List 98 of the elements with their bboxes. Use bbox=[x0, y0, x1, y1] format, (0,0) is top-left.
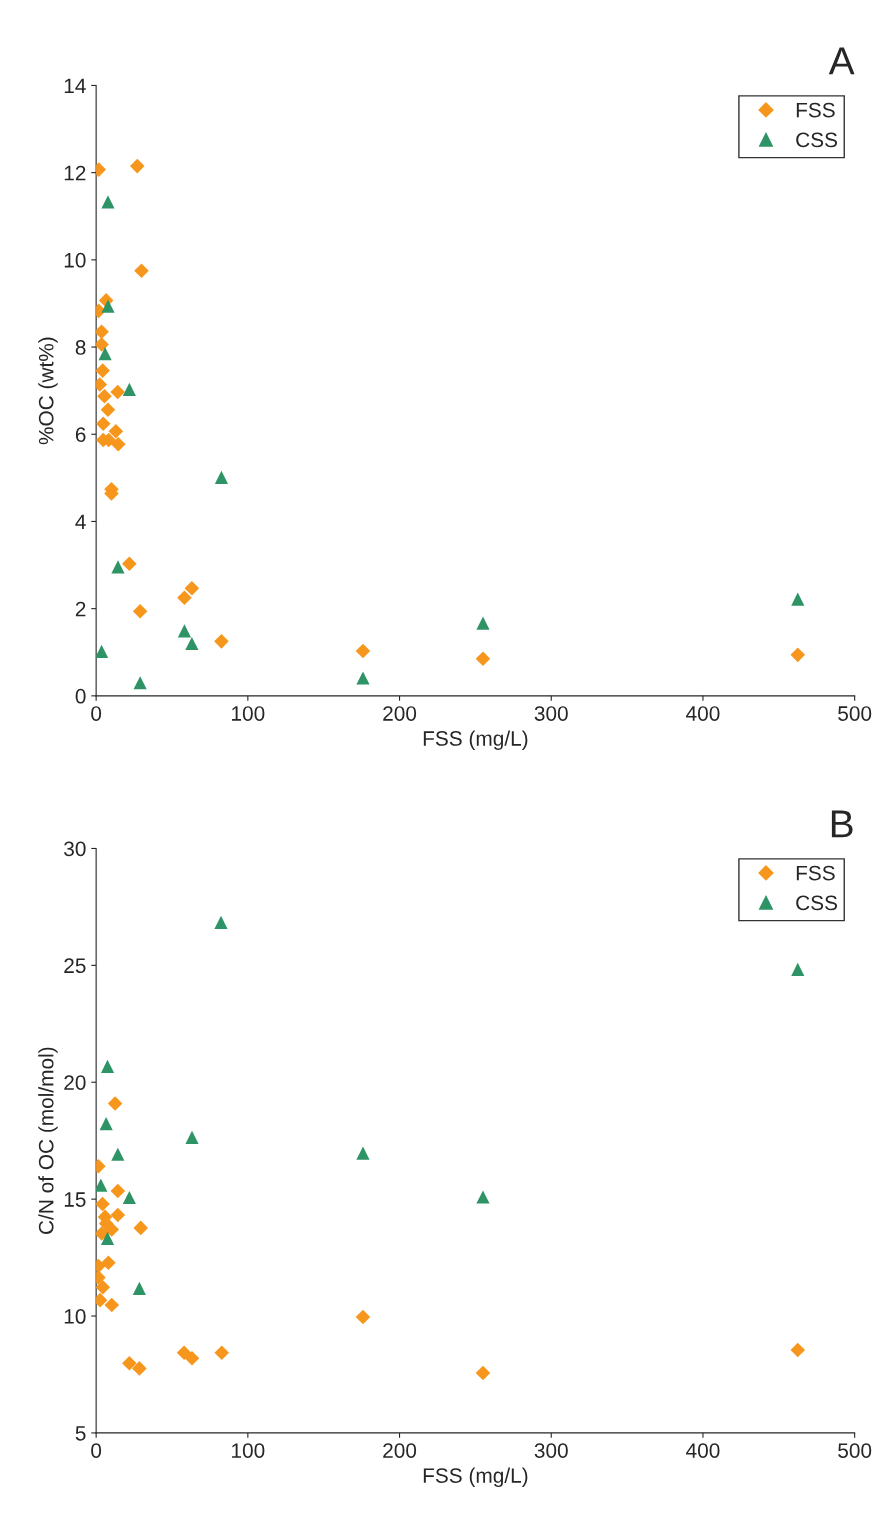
point bbox=[176, 1345, 192, 1361]
point bbox=[132, 603, 148, 619]
point bbox=[96, 1279, 111, 1295]
y-tick-label: 12 bbox=[64, 165, 86, 181]
point bbox=[111, 437, 126, 452]
point bbox=[100, 1231, 115, 1245]
point bbox=[214, 915, 228, 929]
y-tick-label: 25 bbox=[64, 958, 86, 974]
point bbox=[96, 416, 111, 432]
point bbox=[790, 647, 806, 663]
point bbox=[108, 423, 124, 439]
point bbox=[214, 470, 229, 485]
x-tick-label: 300 bbox=[534, 706, 568, 721]
y-tick-label: 5 bbox=[75, 1426, 86, 1441]
chart-title: B bbox=[831, 810, 853, 838]
point bbox=[122, 382, 136, 396]
y-tick-label: 15 bbox=[64, 1192, 86, 1207]
point bbox=[100, 1059, 115, 1073]
y-tick-label: 4 bbox=[75, 514, 86, 529]
point bbox=[355, 643, 371, 659]
point bbox=[110, 1207, 126, 1223]
point bbox=[96, 1178, 108, 1192]
x-tick-label: 400 bbox=[686, 1443, 720, 1458]
point bbox=[790, 1342, 806, 1358]
point bbox=[132, 1281, 146, 1296]
y-tick-label: 2 bbox=[75, 601, 86, 617]
point bbox=[98, 347, 112, 361]
point bbox=[184, 580, 200, 596]
point bbox=[177, 624, 192, 638]
y-tick-label: 30 bbox=[64, 841, 86, 857]
point bbox=[476, 1190, 490, 1204]
y-tick-label: 0 bbox=[75, 688, 86, 704]
y-tick-label: 8 bbox=[75, 340, 86, 355]
point bbox=[100, 402, 116, 418]
point bbox=[134, 263, 149, 279]
point bbox=[132, 1361, 147, 1376]
point bbox=[97, 389, 112, 404]
x-tick-label: 200 bbox=[383, 706, 417, 721]
point bbox=[356, 671, 370, 685]
x-tick-label: 500 bbox=[838, 1443, 872, 1458]
point bbox=[101, 195, 115, 209]
point bbox=[355, 1309, 371, 1325]
x-tick-label: 300 bbox=[534, 1443, 568, 1458]
x-tick-label: 0 bbox=[91, 706, 102, 721]
point bbox=[791, 592, 805, 606]
point bbox=[129, 158, 145, 174]
point bbox=[96, 1226, 110, 1241]
point bbox=[214, 634, 229, 649]
point bbox=[104, 1222, 120, 1237]
point bbox=[96, 644, 109, 658]
x-tick-label: 400 bbox=[686, 706, 720, 721]
x-axis-title: FSS (mg/L) bbox=[423, 1467, 528, 1488]
point bbox=[101, 299, 115, 313]
x-tick-label: 0 bbox=[91, 1443, 102, 1458]
point bbox=[185, 636, 199, 651]
point bbox=[122, 1190, 136, 1205]
x-tick-label: 100 bbox=[232, 1443, 265, 1458]
point bbox=[104, 1297, 120, 1313]
point bbox=[99, 1117, 113, 1131]
x-tick-label: 200 bbox=[383, 1443, 417, 1458]
point bbox=[475, 1365, 491, 1381]
x-tick-label: 100 bbox=[232, 706, 265, 721]
point bbox=[96, 324, 109, 340]
legend-label: FSS bbox=[796, 865, 835, 881]
y-tick-label: 14 bbox=[64, 78, 86, 93]
point bbox=[122, 1355, 137, 1371]
point bbox=[184, 1351, 200, 1366]
chart-title: A bbox=[828, 47, 855, 75]
y-axis-title: C/N of OC (mol/mol) bbox=[38, 1047, 58, 1234]
point bbox=[177, 590, 192, 606]
x-tick-label: 500 bbox=[838, 706, 872, 721]
point bbox=[475, 651, 491, 667]
point bbox=[133, 676, 147, 690]
point bbox=[111, 1147, 125, 1161]
y-tick-label: 10 bbox=[64, 252, 86, 268]
legend-label: CSS bbox=[796, 895, 838, 911]
point bbox=[110, 1183, 126, 1199]
point bbox=[476, 616, 490, 630]
y-axis-title: %OC (wt%) bbox=[38, 337, 58, 445]
point bbox=[356, 1146, 370, 1160]
point bbox=[101, 1255, 116, 1270]
point bbox=[96, 337, 109, 352]
point bbox=[122, 556, 137, 572]
legend-label: FSS bbox=[796, 102, 835, 118]
y-tick-label: 20 bbox=[64, 1075, 86, 1090]
point bbox=[791, 962, 805, 976]
point bbox=[111, 560, 125, 574]
point bbox=[133, 1220, 149, 1236]
x-axis-title: FSS (mg/L) bbox=[423, 730, 528, 750]
y-tick-label: 10 bbox=[64, 1309, 86, 1324]
point bbox=[107, 1096, 123, 1111]
point bbox=[110, 384, 125, 400]
y-tick-label: 6 bbox=[75, 427, 86, 443]
point bbox=[96, 1196, 110, 1212]
legend-label: CSS bbox=[796, 132, 838, 148]
point bbox=[96, 363, 110, 378]
point bbox=[214, 1345, 230, 1361]
point bbox=[185, 1130, 199, 1144]
